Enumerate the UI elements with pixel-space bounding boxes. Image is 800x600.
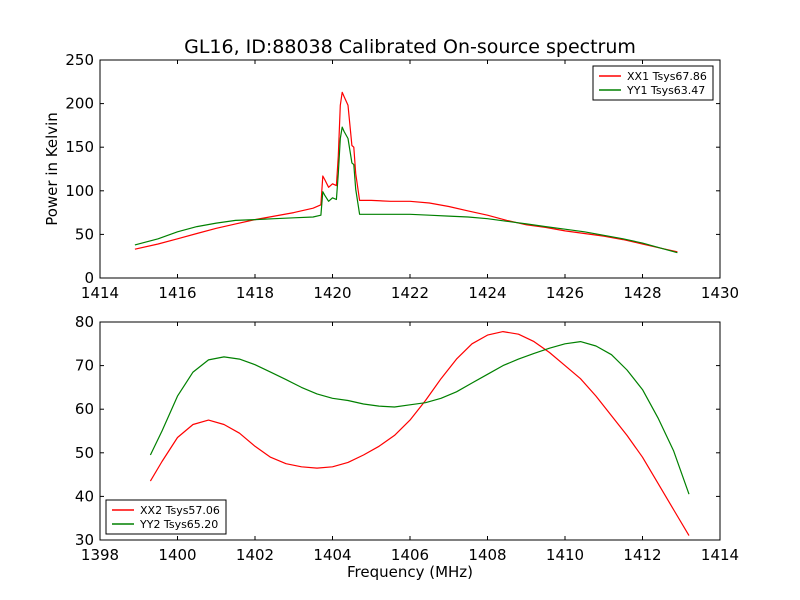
bottom-x-tick-label: 1408: [468, 546, 506, 564]
top-y-tick-label: 100: [65, 182, 94, 200]
top-x-tick-label: 1422: [391, 284, 429, 302]
bottom-x-tick-label: 1402: [236, 546, 274, 564]
bottom-x-tick-label: 1406: [391, 546, 429, 564]
chart-title: GL16, ID:88038 Calibrated On-source spec…: [184, 36, 636, 58]
bottom-x-tick-label: 1400: [158, 546, 196, 564]
bottom-legend-label-2: YY2 Tsys65.20: [139, 518, 218, 531]
bottom-x-axis-label: Frequency (MHz): [347, 563, 473, 581]
bottom-panel: 1398 1400 1402 1404 1406 1408 1410 1412 1414 30 40…: [75, 313, 739, 564]
bottom-series-line-1: [149, 331, 690, 536]
bottom-legend-box: [105, 499, 227, 535]
top-series-line-2: [134, 126, 678, 254]
bottom-y-tick-label: 30: [75, 531, 94, 549]
bottom-x-tick-label: 1404: [313, 546, 351, 564]
bottom-x-tick-label: 1398: [81, 546, 119, 564]
top-y-tick-label: 200: [65, 95, 94, 113]
top-y-axis-label: Power in Kelvin: [43, 112, 61, 226]
top-legend-label-1: XX1 Tsys67.86: [627, 70, 707, 83]
top-x-tick-label: 1428: [623, 284, 661, 302]
bottom-series-line-2: [149, 341, 690, 495]
top-y-tick-label: 0: [84, 269, 94, 287]
bottom-y-tick-label: 60: [75, 400, 94, 418]
bottom-y-tick-label: 40: [75, 487, 94, 505]
top-x-tick-label: 1420: [313, 284, 351, 302]
top-series-line-1: [134, 91, 678, 253]
bottom-x-tick-label: 1410: [546, 546, 584, 564]
top-x-tick-label: 1426: [546, 284, 584, 302]
top-panel: 1414 1416 1418 1420 1422 1424 1426 1428 1430 0 50 1…: [65, 51, 739, 302]
bottom-y-tick-label: 70: [75, 357, 94, 375]
bottom-x-tick-label: 1414: [701, 546, 739, 564]
top-x-tick-label: 1416: [158, 284, 196, 302]
bottom-y-tick-label: 50: [75, 444, 94, 462]
top-x-tick-label: 1418: [236, 284, 274, 302]
top-x-tick-label: 1430: [701, 284, 739, 302]
top-legend-box: [592, 65, 714, 101]
top-y-tick-label: 50: [75, 225, 94, 243]
top-y-tick-label: 150: [65, 138, 94, 156]
top-y-tick-label: 250: [65, 51, 94, 69]
bottom-x-tick-label: 1412: [623, 546, 661, 564]
bottom-legend-label-1: XX2 Tsys57.06: [140, 504, 220, 517]
top-x-tick-label: 1424: [468, 284, 506, 302]
top-legend-label-2: YY1 Tsys63.47: [626, 84, 705, 97]
bottom-y-tick-label: 80: [75, 313, 94, 331]
top-x-tick-label: 1414: [81, 284, 119, 302]
